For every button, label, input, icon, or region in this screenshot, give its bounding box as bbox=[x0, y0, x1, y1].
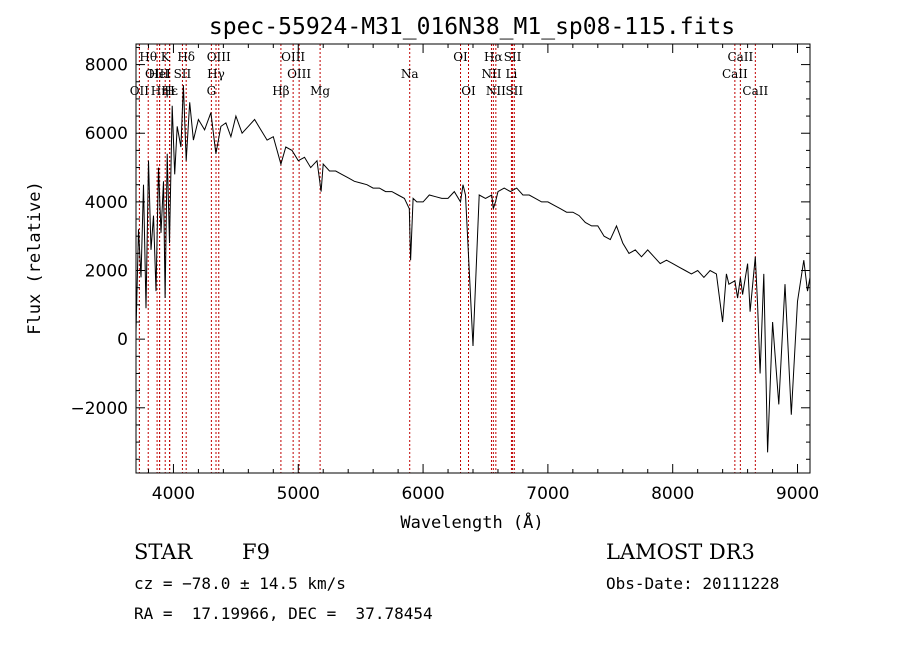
line-label-Mg: Mg bbox=[310, 84, 330, 98]
line-label-Hβ: Hβ bbox=[272, 84, 289, 98]
line-label-Hε: Hε bbox=[161, 84, 178, 98]
y-tick-label: 0 bbox=[117, 330, 128, 350]
x-tick-label: 8000 bbox=[651, 484, 694, 504]
line-label-G: G bbox=[207, 84, 217, 98]
line-label-H: H bbox=[164, 84, 174, 98]
survey-name: LAMOST DR3 bbox=[606, 540, 755, 564]
line-label-SII: SII bbox=[505, 84, 523, 98]
line-label-SII: SII bbox=[504, 50, 522, 64]
line-label-CaII: CaII bbox=[722, 67, 748, 81]
redshift-readout: cz = −78.0 ± 14.5 km/s bbox=[134, 574, 346, 593]
line-label-OI: OI bbox=[461, 84, 476, 98]
x-axis: 4000 5000 6000 7000 8000 9000 bbox=[147, 44, 819, 504]
y-tick-label: 6000 bbox=[85, 124, 128, 144]
y-tick-label: −2000 bbox=[70, 399, 128, 419]
plot-frame bbox=[135, 43, 811, 474]
object-subclass: F9 bbox=[242, 540, 270, 564]
y-tick-label: 8000 bbox=[85, 56, 128, 76]
y-tick-label: 4000 bbox=[85, 193, 128, 213]
line-label-Hδ: Hδ bbox=[177, 50, 195, 64]
y-axis: −2000 0 2000 4000 6000 8000 bbox=[70, 46, 810, 460]
spectrum-line bbox=[135, 85, 811, 453]
line-label-OII: OII bbox=[130, 84, 150, 98]
line-label-Li: Li bbox=[506, 67, 518, 81]
line-label-Na: Na bbox=[401, 67, 419, 81]
x-tick-label: 5000 bbox=[277, 484, 320, 504]
x-tick-label: 6000 bbox=[401, 484, 444, 504]
y-axis-title: Flux (relative) bbox=[25, 181, 45, 335]
x-tick-label: 9000 bbox=[776, 484, 819, 504]
x-axis-title: Wavelength (Å) bbox=[400, 511, 543, 533]
line-label-OIII: OIII bbox=[281, 50, 305, 64]
line-label-OIII: OIII bbox=[287, 67, 311, 81]
line-label-Hα: Hα bbox=[484, 50, 503, 64]
line-label-CaII: CaII bbox=[727, 50, 753, 64]
spectral-line-markers bbox=[138, 44, 756, 473]
line-label-SII: SII bbox=[174, 67, 192, 81]
line-label-OIII: OIII bbox=[145, 67, 169, 81]
line-label-HeI: HeI bbox=[148, 67, 171, 81]
y-tick-label: 2000 bbox=[85, 262, 128, 282]
line-label-CaII: CaII bbox=[742, 84, 768, 98]
coordinates: RA = 17.19966, DEC = 37.78454 bbox=[134, 604, 433, 623]
chart-title: spec-55924-M31_016N38_M1_sp08-115.fits bbox=[209, 14, 735, 40]
x-tick-label: 7000 bbox=[526, 484, 569, 504]
object-class: STAR bbox=[134, 540, 193, 564]
line-label-Hγ: Hγ bbox=[207, 67, 225, 81]
line-label-K: K bbox=[161, 50, 171, 64]
line-label-NII: NII bbox=[486, 84, 506, 98]
line-label-OIII: OIII bbox=[207, 50, 231, 64]
line-label-NII: NII bbox=[481, 67, 501, 81]
line-label-Hθ: Hθ bbox=[139, 50, 157, 64]
line-label-Hη: Hη bbox=[151, 84, 169, 98]
x-tick-label: 4000 bbox=[152, 484, 195, 504]
line-label-OI: OI bbox=[453, 50, 468, 64]
obs-date: Obs-Date: 20111228 bbox=[606, 574, 780, 593]
